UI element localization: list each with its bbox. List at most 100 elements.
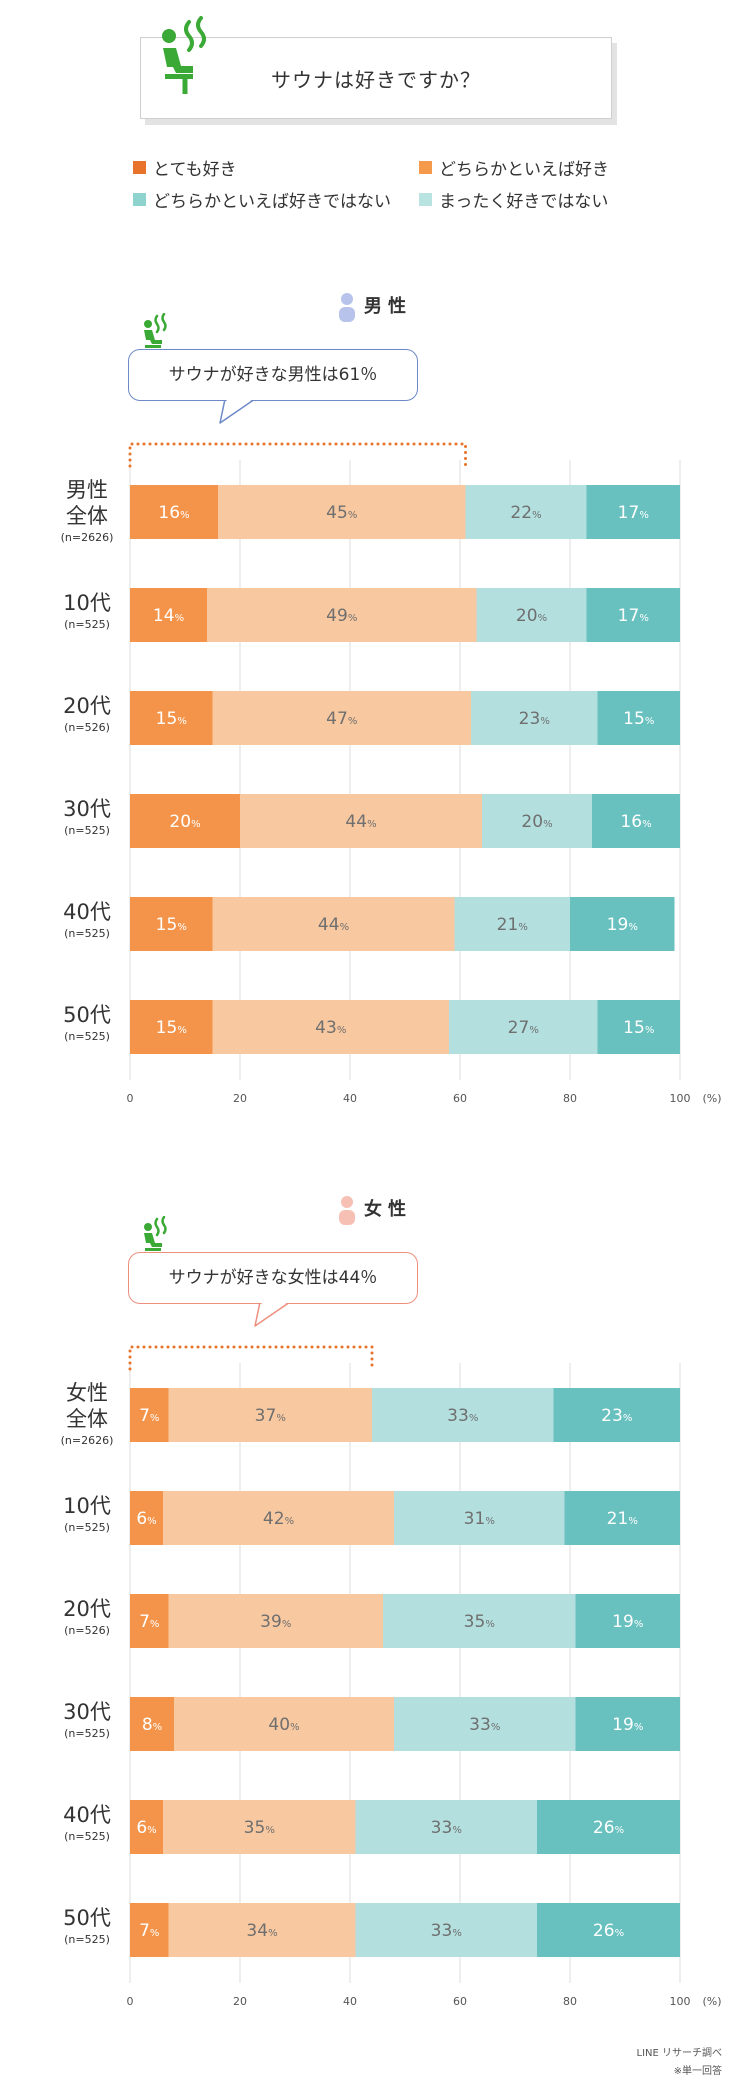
male-category-n: (n=525) xyxy=(64,618,110,631)
male-x-tick-label: 100 xyxy=(670,1092,691,1105)
sauna-person-icon xyxy=(162,16,206,94)
male-data-label-unit: % xyxy=(642,819,652,830)
female-bar-segment xyxy=(130,1388,169,1442)
male-data-label-unit: % xyxy=(180,510,190,521)
male-x-tick-label: 20 xyxy=(233,1092,247,1105)
female-category-label: 40代 xyxy=(63,1803,111,1827)
male-label: 男性 xyxy=(364,296,412,317)
male-data-label-unit: % xyxy=(177,1025,187,1036)
male-data-label-unit: % xyxy=(543,819,553,830)
male-bar-segment xyxy=(212,691,471,745)
male-category-label: 20代 xyxy=(63,694,111,718)
female-x-tick-label: 20 xyxy=(233,1995,247,2008)
male-bar-segment xyxy=(476,588,587,642)
female-data-label-unit: % xyxy=(485,1619,495,1630)
female-chart: 0 20 40 60 80 100 (%) 女性 全体 (n=2626) 7% 37% 33% 23% 10… xyxy=(0,1343,750,2008)
male-data-label-unit: % xyxy=(177,922,187,933)
legend-swatch xyxy=(419,193,432,206)
female-data-label-unit: % xyxy=(290,1722,300,1733)
female-category-n: (n=525) xyxy=(64,1521,110,1534)
legend-swatch xyxy=(133,193,146,206)
male-category-label: 30代 xyxy=(63,797,111,821)
female-data-label-unit: % xyxy=(623,1413,633,1424)
male-category-n: (n=525) xyxy=(64,927,110,940)
female-bar-segment xyxy=(168,1388,372,1442)
female-bar-segment xyxy=(553,1388,680,1442)
male-chart: 0 20 40 60 80 100 (%) 男性 全体 (n=2626) 16% 45% 22% 17% 1… xyxy=(0,440,750,1105)
female-x-tick-label: 100 xyxy=(670,1995,691,2008)
female-data-label-unit: % xyxy=(147,1825,157,1836)
male-callout-tail-cover xyxy=(224,399,253,409)
male-data-label-unit: % xyxy=(175,613,185,624)
female-x-tick-label: 60 xyxy=(453,1995,467,2008)
female-data-label-unit: % xyxy=(285,1516,295,1527)
legend-item-not-at-all: まったく好きではない xyxy=(419,187,608,212)
female-bar-segment xyxy=(355,1800,537,1854)
female-label: 女性 xyxy=(364,1199,412,1220)
female-data-label-unit: % xyxy=(150,1619,160,1630)
legend-label: まったく好きではない xyxy=(439,192,609,212)
title-box: サウナは好きですか？ xyxy=(140,16,612,119)
female-x-tick-label: 40 xyxy=(343,1995,357,2008)
female-category-n: (n=525) xyxy=(64,1933,110,1946)
female-data-label-unit: % xyxy=(276,1413,286,1424)
male-data-label-unit: % xyxy=(645,1025,655,1036)
female-category-label: 10代 xyxy=(63,1494,111,1518)
female-data-label-unit: % xyxy=(615,1928,625,1939)
female-data-label-unit: % xyxy=(615,1825,625,1836)
male-bar-segment xyxy=(130,485,218,539)
female-bar-segment xyxy=(130,1697,174,1751)
male-data-label-unit: % xyxy=(177,716,187,727)
male-callout: サウナが好きな男性は61％ xyxy=(128,349,418,401)
male-data-label-unit: % xyxy=(340,922,350,933)
male-data-label-unit: % xyxy=(191,819,201,830)
male-data-label-unit: % xyxy=(532,510,542,521)
sauna-icon-small-female xyxy=(144,1216,167,1251)
legend-label: どちらかといえば好き xyxy=(439,160,609,180)
male-bar-segment xyxy=(586,588,680,642)
female-callout-tail-cover xyxy=(259,1302,288,1312)
female-data-label-unit: % xyxy=(634,1619,644,1630)
female-data-label-unit: % xyxy=(452,1928,462,1939)
female-category-n: (n=525) xyxy=(64,1830,110,1843)
legend-item-somewhat-like: どちらかといえば好き xyxy=(419,155,609,180)
male-data-label-unit: % xyxy=(348,510,358,521)
answer-note: ※単一回答 xyxy=(673,2066,722,2077)
male-data-label-unit: % xyxy=(639,613,649,624)
male-bar-segment xyxy=(570,897,675,951)
legend: とても好き どちらかといえば好き どちらかといえば好きではない まったく好きでは… xyxy=(133,155,653,215)
female-bar-segment xyxy=(355,1903,537,1957)
male-bar-segment xyxy=(449,1000,598,1054)
female-data-label-unit: % xyxy=(268,1928,278,1939)
male-bar-segment xyxy=(597,1000,680,1054)
female-data-label-unit: % xyxy=(282,1619,292,1630)
female-category-n: (n=525) xyxy=(64,1727,110,1740)
male-category-n: (n=525) xyxy=(64,1030,110,1043)
female-category-label: 50代 xyxy=(63,1906,111,1930)
male-bar-segment xyxy=(130,691,213,745)
male-data-label-unit: % xyxy=(639,510,649,521)
female-data-label-unit: % xyxy=(469,1413,479,1424)
male-like-bracket xyxy=(128,442,467,468)
female-bar-segment xyxy=(130,1800,163,1854)
female-category-label: 20代 xyxy=(63,1597,111,1621)
male-category-label: 50代 xyxy=(63,1003,111,1027)
female-bar-segment xyxy=(130,1594,169,1648)
legend-swatch xyxy=(419,161,432,174)
female-x-axis-unit: (%) xyxy=(702,1995,721,2008)
female-section-label: 女性 xyxy=(0,1195,750,1225)
male-x-tick-label: 40 xyxy=(343,1092,357,1105)
female-bar-segment xyxy=(130,1903,169,1957)
male-data-label-unit: % xyxy=(628,922,638,933)
male-bar-segment xyxy=(482,794,592,848)
male-x-tick-label: 60 xyxy=(453,1092,467,1105)
male-bar-segment xyxy=(240,794,482,848)
male-x-axis-unit: (%) xyxy=(702,1092,721,1105)
male-bar-segment xyxy=(592,794,680,848)
female-bar-segment xyxy=(168,1594,383,1648)
legend-item-very-like: とても好き xyxy=(133,155,237,180)
legend-item-somewhat-dislike: どちらかといえば好きではない xyxy=(133,187,391,212)
female-data-label-unit: % xyxy=(452,1825,462,1836)
male-category-label: 全体 xyxy=(66,504,108,528)
